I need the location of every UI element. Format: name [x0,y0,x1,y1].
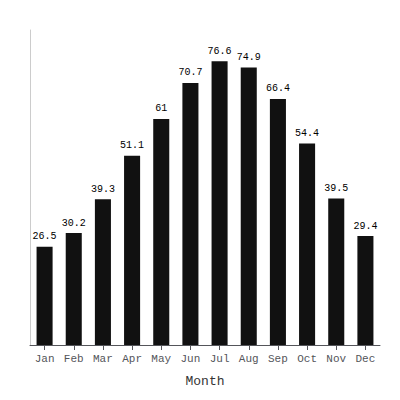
svg-text:Oct: Oct [297,353,317,365]
svg-text:30.2: 30.2 [62,218,86,229]
svg-text:May: May [151,353,171,365]
svg-text:51.1: 51.1 [120,140,144,151]
svg-text:Month: Month [185,374,224,389]
svg-text:Jan: Jan [35,353,55,365]
svg-text:Apr: Apr [122,353,142,365]
svg-text:54.4: 54.4 [295,128,319,139]
svg-text:29.4: 29.4 [353,221,377,232]
svg-text:Jun: Jun [181,353,201,365]
svg-text:Dec: Dec [356,353,376,365]
svg-text:39.5: 39.5 [324,183,348,194]
svg-text:Jul: Jul [210,353,230,365]
svg-text:70.7: 70.7 [178,67,202,78]
svg-text:Mar: Mar [93,353,113,365]
svg-text:Aug: Aug [239,353,259,365]
svg-text:Nov: Nov [326,353,346,365]
svg-text:74.9: 74.9 [237,52,261,63]
svg-text:76.6: 76.6 [208,46,232,57]
svg-text:26.5: 26.5 [33,231,57,242]
svg-text:Feb: Feb [64,353,84,365]
svg-text:66.4: 66.4 [266,83,290,94]
svg-text:61: 61 [155,103,167,114]
svg-text:39.3: 39.3 [91,184,115,195]
svg-text:Sep: Sep [268,353,288,365]
